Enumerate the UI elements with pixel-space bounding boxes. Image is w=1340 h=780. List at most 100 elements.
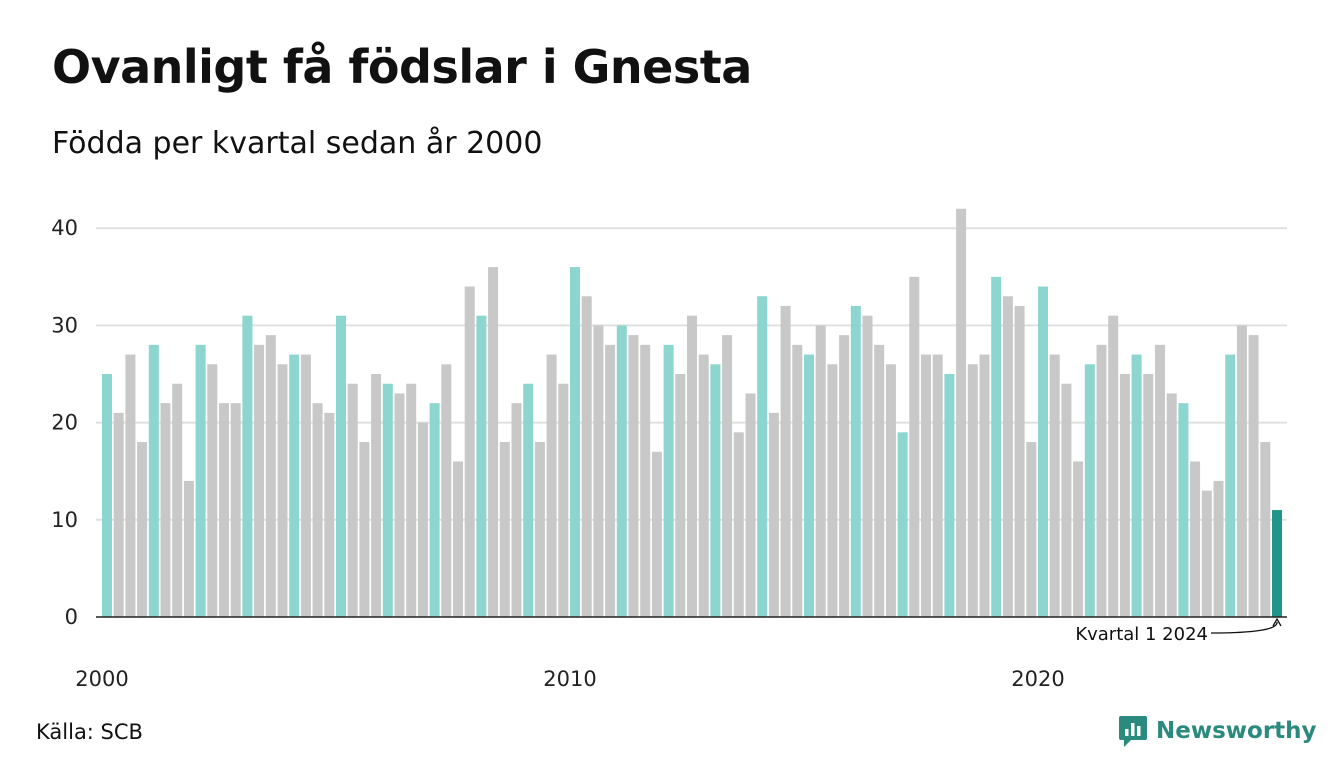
y-tick-label: 10: [51, 508, 78, 532]
bar: [780, 305, 791, 617]
bar: [628, 335, 639, 617]
bar: [651, 451, 662, 617]
newsworthy-icon: [1119, 716, 1147, 747]
source-note: Källa: SCB: [36, 720, 143, 744]
annotation: Kvartal 1 2024: [1075, 617, 1282, 645]
bar: [125, 354, 136, 617]
bar: [874, 344, 885, 617]
bar: [570, 267, 580, 617]
bar: [1178, 403, 1189, 617]
bar: [1272, 510, 1282, 617]
bar: [300, 354, 311, 617]
bar: [850, 305, 861, 617]
bar: [1143, 374, 1154, 617]
bar: [991, 276, 1002, 617]
bar: [160, 403, 171, 617]
x-tick-label: 2000: [75, 667, 128, 691]
y-tick-label: 30: [51, 313, 78, 337]
x-tick-label: 2010: [543, 667, 596, 691]
x-tick-label: 2020: [1011, 667, 1064, 691]
y-tick-label: 20: [51, 411, 78, 435]
bar: [885, 364, 896, 617]
bar: [1131, 354, 1142, 617]
bar: [1260, 442, 1271, 617]
bars: [102, 208, 1282, 617]
brand-name: Newsworthy: [1156, 718, 1317, 744]
bar: [757, 296, 768, 617]
chart-title: Ovanligt få födslar i Gnesta: [52, 40, 752, 94]
bar: [417, 422, 428, 617]
bar: [464, 286, 475, 617]
bar: [1213, 480, 1224, 617]
bar: [207, 364, 218, 617]
bar: [1038, 286, 1048, 617]
bar: [394, 393, 405, 617]
bar: [1026, 442, 1037, 617]
bar: [581, 296, 592, 617]
bar: [722, 335, 733, 617]
bar: [289, 354, 300, 617]
bar: [265, 335, 276, 617]
bar: [277, 364, 288, 617]
bar: [230, 403, 241, 617]
bar: [1201, 490, 1212, 617]
bar: [956, 208, 967, 617]
bar: [979, 354, 990, 617]
bar: [827, 364, 838, 617]
bar: [102, 374, 112, 617]
bar: [347, 383, 358, 617]
bar: [312, 403, 323, 617]
bar: [195, 344, 206, 617]
bar: [1061, 383, 1072, 617]
bar: [593, 325, 604, 617]
bar: [967, 364, 978, 617]
bar: [815, 325, 826, 617]
axes: 0 10 20 30 40 2000 2010 2020: [51, 216, 1287, 691]
bar: [534, 442, 545, 617]
bar: [944, 374, 955, 617]
annotation-arrowhead: [1272, 617, 1282, 627]
bar: [768, 412, 779, 617]
bar: [371, 374, 382, 617]
bar: [909, 276, 920, 617]
bar: [148, 344, 159, 617]
bar: [698, 354, 709, 617]
bar: [1155, 344, 1165, 617]
bar: [511, 403, 522, 617]
bar: [897, 432, 908, 617]
bar: [429, 403, 440, 617]
bar: [476, 315, 487, 617]
bar: [546, 354, 557, 617]
y-tick-label: 40: [51, 216, 78, 240]
bar: [663, 344, 674, 617]
bar: [1002, 296, 1013, 617]
bar: [675, 374, 686, 617]
brand-logo: Newsworthy: [1118, 714, 1317, 748]
bar: [1190, 461, 1201, 617]
bar: [862, 315, 873, 617]
bar: [1014, 305, 1025, 617]
bar: [710, 364, 721, 617]
bar: [804, 354, 814, 617]
bar: [616, 325, 627, 617]
bar: [254, 344, 265, 617]
bar: [453, 461, 463, 617]
bar: [336, 315, 346, 617]
bar: [219, 403, 229, 617]
bar: [324, 412, 335, 617]
bar: [1073, 461, 1084, 617]
bar: [1236, 325, 1247, 617]
bar: [1049, 354, 1060, 617]
chart-subtitle: Födda per kvartal sedan år 2000: [52, 126, 543, 161]
bar: [242, 315, 253, 617]
bar-chart: 0 10 20 30 40 2000 2010 2020 Kvartal 1 2024: [51, 208, 1287, 691]
bar: [745, 393, 756, 617]
bar: [406, 383, 417, 617]
bar: [1119, 374, 1130, 617]
bar: [1084, 364, 1095, 617]
bar: [1096, 344, 1107, 617]
bar: [558, 383, 569, 617]
bar: [932, 354, 943, 617]
bar: [113, 412, 124, 617]
bar: [523, 383, 534, 617]
